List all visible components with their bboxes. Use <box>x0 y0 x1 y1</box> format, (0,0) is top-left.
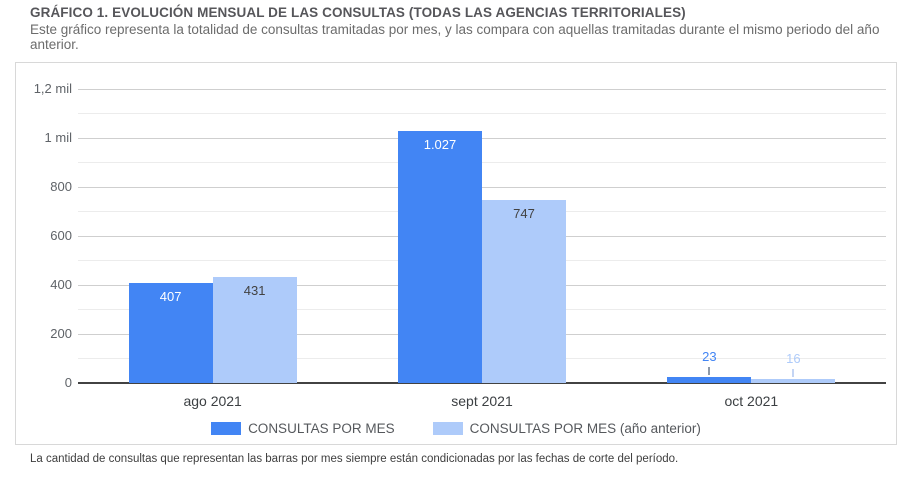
bar-value-label: 16 <box>786 351 801 366</box>
legend-item: CONSULTAS POR MES (año anterior) <box>432 421 701 436</box>
bar[interactable] <box>128 283 213 383</box>
bar[interactable] <box>398 131 482 383</box>
y-axis-tick-label: 200 <box>50 326 72 341</box>
bar-chart-plot-area: 0 200 400 600 800 1 mil 1,2 mil ago 2021 407 431 s… <box>16 63 896 444</box>
bar-value-label: 23 <box>702 349 717 364</box>
y-axis-tick-label: 400 <box>50 277 72 292</box>
major-gridline <box>78 187 886 188</box>
y-axis-tick-label: 800 <box>50 179 72 194</box>
legend-item: CONSULTAS POR MES <box>211 421 395 436</box>
bar[interactable] <box>751 379 836 383</box>
value-leader-line <box>708 367 711 375</box>
y-axis-tick-label: 0 <box>64 375 72 390</box>
value-leader-line <box>792 369 795 377</box>
minor-gridline <box>78 162 886 163</box>
chart-footnote: La cantidad de consultas que representan… <box>30 453 679 465</box>
legend-label: CONSULTAS POR MES (año anterior) <box>469 421 701 436</box>
legend-color-swatch <box>211 422 242 435</box>
bar-value-label: 747 <box>513 206 535 221</box>
chart-title: GRÁFICO 1. EVOLUCIÓN MENSUAL DE LAS CONS… <box>30 5 686 20</box>
bar-value-label: 431 <box>243 283 266 298</box>
major-gridline <box>78 89 886 90</box>
bar-value-label: 1.027 <box>423 137 457 152</box>
chart-subtitle: Este gráfico representa la totalidad de … <box>30 22 880 52</box>
chart-card: 0 200 400 600 800 1 mil 1,2 mil ago 2021 407 431 s… <box>15 62 897 445</box>
major-gridline <box>78 138 886 139</box>
x-axis-baseline <box>78 382 886 384</box>
y-axis-tick-label: 600 <box>50 228 72 243</box>
y-axis-tick-label: 1 mil <box>44 130 72 145</box>
x-category-label: oct 2021 <box>724 393 779 409</box>
legend-label: CONSULTAS POR MES <box>248 421 395 436</box>
bar[interactable] <box>482 200 566 383</box>
minor-gridline <box>78 113 886 114</box>
y-axis-tick-label: 1,2 mil <box>33 81 72 96</box>
x-category-label: sept 2021 <box>451 393 513 409</box>
x-category-label: ago 2021 <box>183 393 242 409</box>
bar[interactable] <box>667 377 752 383</box>
bar-value-label: 407 <box>159 289 182 304</box>
chart-legend: CONSULTAS POR MES CONSULTAS POR MES (año … <box>16 421 896 436</box>
bar[interactable] <box>212 277 297 383</box>
legend-color-swatch <box>432 422 463 435</box>
